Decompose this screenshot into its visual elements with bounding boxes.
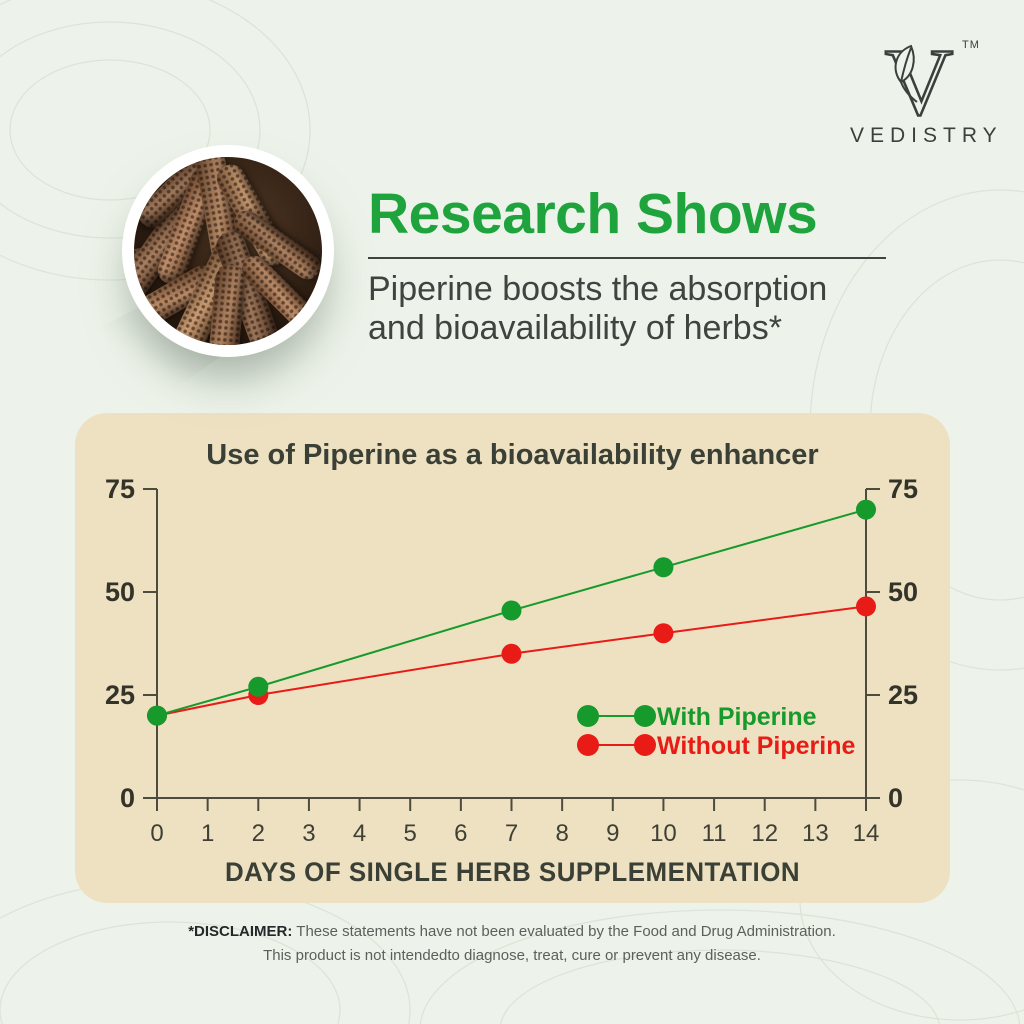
x-tick-label: 1 bbox=[201, 820, 214, 847]
legend-label-without-piperine: Without Piperine bbox=[657, 732, 855, 760]
legend-dot-with-piperine bbox=[634, 705, 656, 727]
brand-name: VEDISTRY bbox=[850, 124, 1003, 147]
legend-dot-without-piperine bbox=[634, 734, 656, 756]
y-tick-label-left: 25 bbox=[105, 680, 135, 710]
x-tick-label: 8 bbox=[555, 820, 568, 847]
x-tick-label: 13 bbox=[802, 820, 829, 847]
legend-dot-with-piperine bbox=[577, 705, 599, 727]
y-tick-label-left: 75 bbox=[105, 474, 135, 504]
x-tick-label: 7 bbox=[505, 820, 518, 847]
x-tick-label: 0 bbox=[150, 820, 163, 847]
legend-dot-without-piperine bbox=[577, 734, 599, 756]
logo-v-letter: V bbox=[885, 30, 954, 122]
x-tick-label: 11 bbox=[702, 820, 727, 847]
y-tick-label-right: 75 bbox=[888, 474, 918, 504]
legend-label-with-piperine: With Piperine bbox=[657, 703, 817, 731]
leaf-icon bbox=[894, 44, 918, 103]
header-block: Research Shows Piperine boosts the absor… bbox=[368, 184, 908, 348]
data-point-with-piperine bbox=[501, 600, 522, 621]
y-tick-label-left: 50 bbox=[105, 577, 135, 607]
chart-title: Use of Piperine as a bioavailability enh… bbox=[206, 439, 819, 471]
disclaimer-text-2: This product is not intendedto diagnose,… bbox=[263, 947, 761, 964]
page-subtitle: Piperine boosts the absorption and bioav… bbox=[368, 270, 908, 348]
long-pepper-image bbox=[134, 157, 322, 345]
data-point-with-piperine bbox=[147, 705, 167, 726]
data-point-without-piperine bbox=[653, 623, 674, 644]
pepper-photo-circle bbox=[122, 145, 334, 357]
x-tick-label: 9 bbox=[606, 820, 619, 847]
x-tick-label: 14 bbox=[853, 820, 880, 847]
data-point-without-piperine bbox=[501, 643, 522, 664]
trademark-symbol: TM bbox=[962, 39, 980, 51]
x-tick-label: 5 bbox=[404, 820, 417, 847]
chart-panel: Use of Piperine as a bioavailability enh… bbox=[75, 413, 950, 903]
disclaimer: *DISCLAIMER: These statements have not b… bbox=[0, 920, 1024, 968]
data-point-with-piperine bbox=[653, 557, 674, 578]
disclaimer-line-1: *DISCLAIMER: These statements have not b… bbox=[0, 920, 1024, 944]
disclaimer-label: *DISCLAIMER: bbox=[188, 923, 293, 940]
logo-v-icon: V TM bbox=[883, 30, 980, 122]
disclaimer-text-1: These statements have not been evaluated… bbox=[296, 923, 836, 940]
y-tick-label-right: 25 bbox=[888, 680, 918, 710]
data-point-without-piperine bbox=[856, 596, 876, 617]
y-tick-label-right: 50 bbox=[888, 577, 918, 607]
brand-logo: V TM VEDISTRY bbox=[844, 30, 1003, 148]
page-title: Research Shows bbox=[368, 182, 818, 246]
x-tick-label: 12 bbox=[751, 820, 778, 847]
y-tick-label-left: 0 bbox=[120, 783, 135, 813]
x-tick-label: 4 bbox=[353, 820, 366, 847]
data-point-with-piperine bbox=[248, 676, 269, 697]
x-tick-label: 3 bbox=[302, 820, 315, 847]
x-axis-title: DAYS OF SINGLE HERB SUPPLEMENTATION bbox=[224, 857, 801, 887]
x-tick-label: 6 bbox=[454, 820, 467, 847]
x-tick-label: 2 bbox=[252, 820, 265, 847]
title-divider bbox=[368, 257, 886, 259]
subtitle-line-2: and bioavailability of herbs* bbox=[368, 309, 782, 347]
subtitle-line-1: Piperine boosts the absorption bbox=[368, 270, 828, 308]
x-tick-label: 10 bbox=[650, 820, 677, 847]
y-tick-label-right: 0 bbox=[888, 783, 903, 813]
data-point-with-piperine bbox=[856, 499, 876, 520]
